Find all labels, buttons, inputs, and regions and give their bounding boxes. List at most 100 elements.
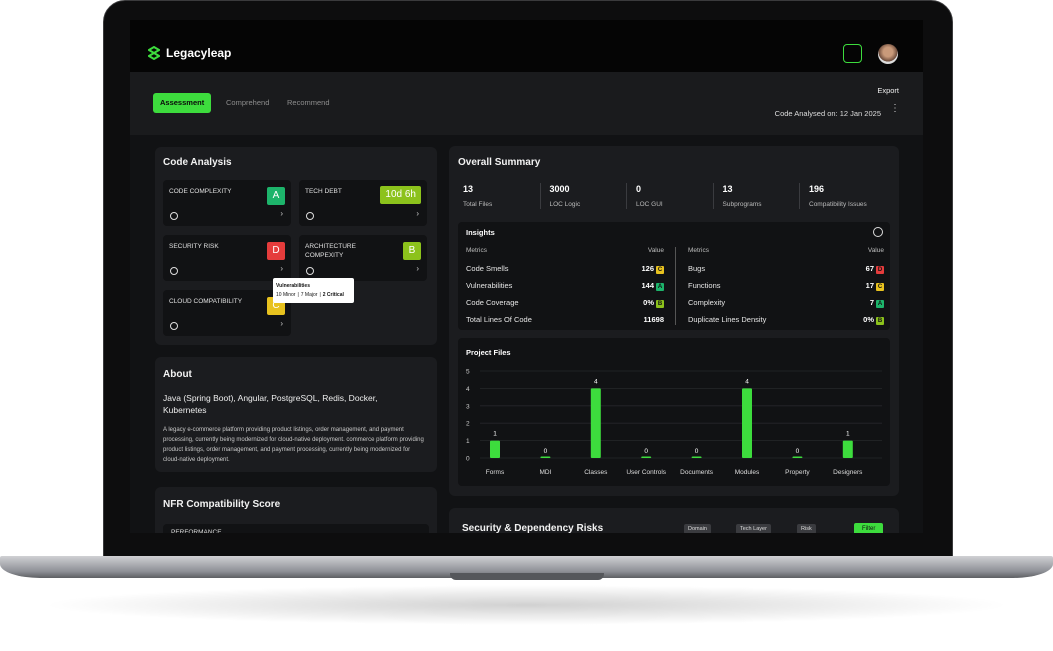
value-text: 0% (863, 315, 874, 324)
metric-name: Code Smells (466, 264, 509, 273)
tab[interactable]: Assessment (153, 93, 212, 113)
shadow (40, 585, 1013, 625)
value-text: 0% (643, 298, 654, 307)
bar (842, 440, 853, 458)
card-label: ARCHITECTURE COMPEXITY (305, 243, 356, 259)
y-tick-label: 2 (466, 421, 470, 428)
analysis-card[interactable]: TECH DEBT 10d 6h › (299, 180, 427, 226)
tab[interactable]: Comprehend (226, 98, 270, 107)
value-text: 144 (641, 281, 654, 290)
card-label: CLOUD COMPATIBILITY (169, 298, 243, 305)
filter-dropdown[interactable]: Risk (797, 524, 816, 533)
value-text: 11698 (643, 315, 664, 324)
panel-title: About (163, 369, 192, 380)
card-icon (306, 212, 314, 220)
laptop-base (0, 556, 1053, 578)
export-button[interactable]: Export (877, 86, 899, 95)
insights-divider (675, 247, 676, 325)
menu-button[interactable]: ⋮ (890, 103, 900, 114)
value-text: 67 (865, 264, 874, 273)
metric-name: Vulnerabilities (466, 281, 513, 290)
tab[interactable]: Recommend (287, 98, 330, 107)
filter-dropdown[interactable]: Tech Layer (736, 524, 771, 533)
stat-value: 3000 (549, 184, 570, 194)
analysis-card[interactable]: ARCHITECTURE COMPEXITY B › (299, 235, 427, 281)
column-header: Metrics (466, 247, 487, 254)
filter-dropdown[interactable]: Domain (684, 524, 711, 533)
panel-title: Overall Summary (458, 157, 541, 168)
value-label: 4 (594, 378, 598, 385)
info-icon[interactable] (873, 227, 883, 237)
nfr-card: PERFORMANCE (163, 524, 429, 533)
metric-name: Functions (688, 281, 721, 290)
tooltip-row: 10 Minor | 7 Major | 2 Critical (276, 292, 344, 298)
stat-divider (712, 183, 714, 209)
value-text: 7 (869, 298, 874, 307)
bar (792, 456, 803, 458)
tooltip-minor: 10 Minor (276, 292, 296, 298)
value-text: 126 (641, 264, 654, 273)
overall-summary-panel: Overall Summary 13 Total Files 3000 LOC Logi… (449, 146, 899, 496)
stat-label: Compatibility Issues (809, 201, 867, 208)
tooltip-major: 7 Major (300, 292, 318, 298)
card-icon (306, 267, 314, 275)
card-icon (170, 212, 178, 220)
metric-name: Code Coverage (466, 298, 519, 307)
value-text: 17 (865, 281, 874, 290)
panel-title: Security & Dependency Risks (462, 523, 604, 533)
metric-name: Total Lines Of Code (466, 315, 532, 324)
tab-bar: Assessment Comprehend Recommend Export Code … (130, 72, 923, 135)
stat-value: 13 (722, 184, 733, 194)
x-tick-label: User Controls (626, 469, 666, 476)
x-tick-label: Property (785, 469, 810, 476)
metric-value: 17 C (866, 281, 884, 291)
card-icon (170, 322, 178, 330)
bar (691, 456, 702, 458)
analysis-card[interactable]: CODE COMPLEXITY A › (163, 180, 291, 226)
x-tick-label: Modules (735, 469, 760, 476)
bar (742, 388, 752, 458)
card-arrow: › (280, 319, 283, 328)
stat-label: Total Files (463, 201, 493, 208)
grade-badge: D (876, 266, 884, 274)
stat-value: 0 (636, 184, 642, 194)
analysis-card[interactable]: SECURITY RISK D › (163, 235, 291, 281)
analysis-card[interactable]: CLOUD COMPATIBILITY C › (163, 290, 291, 336)
card-label: TECH DEBT (305, 188, 342, 195)
avatar[interactable] (878, 44, 898, 64)
grade-badge: B (656, 300, 664, 308)
code-analysis-panel: Code Analysis CODE COMPLEXITY A › TECH DEBT 1… (155, 147, 437, 345)
metric-name: Complexity (688, 298, 726, 307)
y-tick-label: 3 (466, 403, 470, 410)
card-icon (170, 267, 178, 275)
metric-name: Bugs (688, 264, 706, 273)
x-tick-label: Classes (584, 469, 608, 476)
card-arrow: › (416, 264, 419, 273)
about-panel: About Java (Spring Boot), Angular, Postgr… (155, 357, 437, 472)
chart-title: Project Files (466, 348, 511, 357)
logo-text[interactable]: Legacyleap (166, 46, 232, 60)
insights-title: Insights (466, 228, 495, 237)
column-header: Metrics (688, 247, 709, 254)
x-tick-label: Forms (486, 469, 505, 476)
grade-badge: 10d 6h (380, 186, 421, 204)
metric-value: 144 A (641, 281, 664, 291)
stat-value: 13 (463, 184, 474, 194)
value-label: 0 (644, 448, 648, 455)
metric-value: 67 D (866, 264, 884, 274)
filter-button[interactable]: Filter (854, 523, 884, 533)
logo-mark (147, 45, 161, 61)
card-label: SECURITY RISK (169, 243, 219, 250)
value-label: 1 (493, 431, 497, 438)
logo-icon[interactable] (147, 45, 161, 61)
laptop-notch (450, 573, 604, 580)
grade-badge: A (656, 283, 664, 291)
tooltip: Vulnerabilities 10 Minor | 7 Major | 2 Critic… (273, 278, 354, 303)
notify-button[interactable] (843, 44, 862, 63)
grade-badge: C (656, 266, 664, 274)
bar (490, 440, 500, 458)
card-label: CODE COMPLEXITY (169, 188, 232, 195)
value-label: 4 (745, 378, 749, 385)
